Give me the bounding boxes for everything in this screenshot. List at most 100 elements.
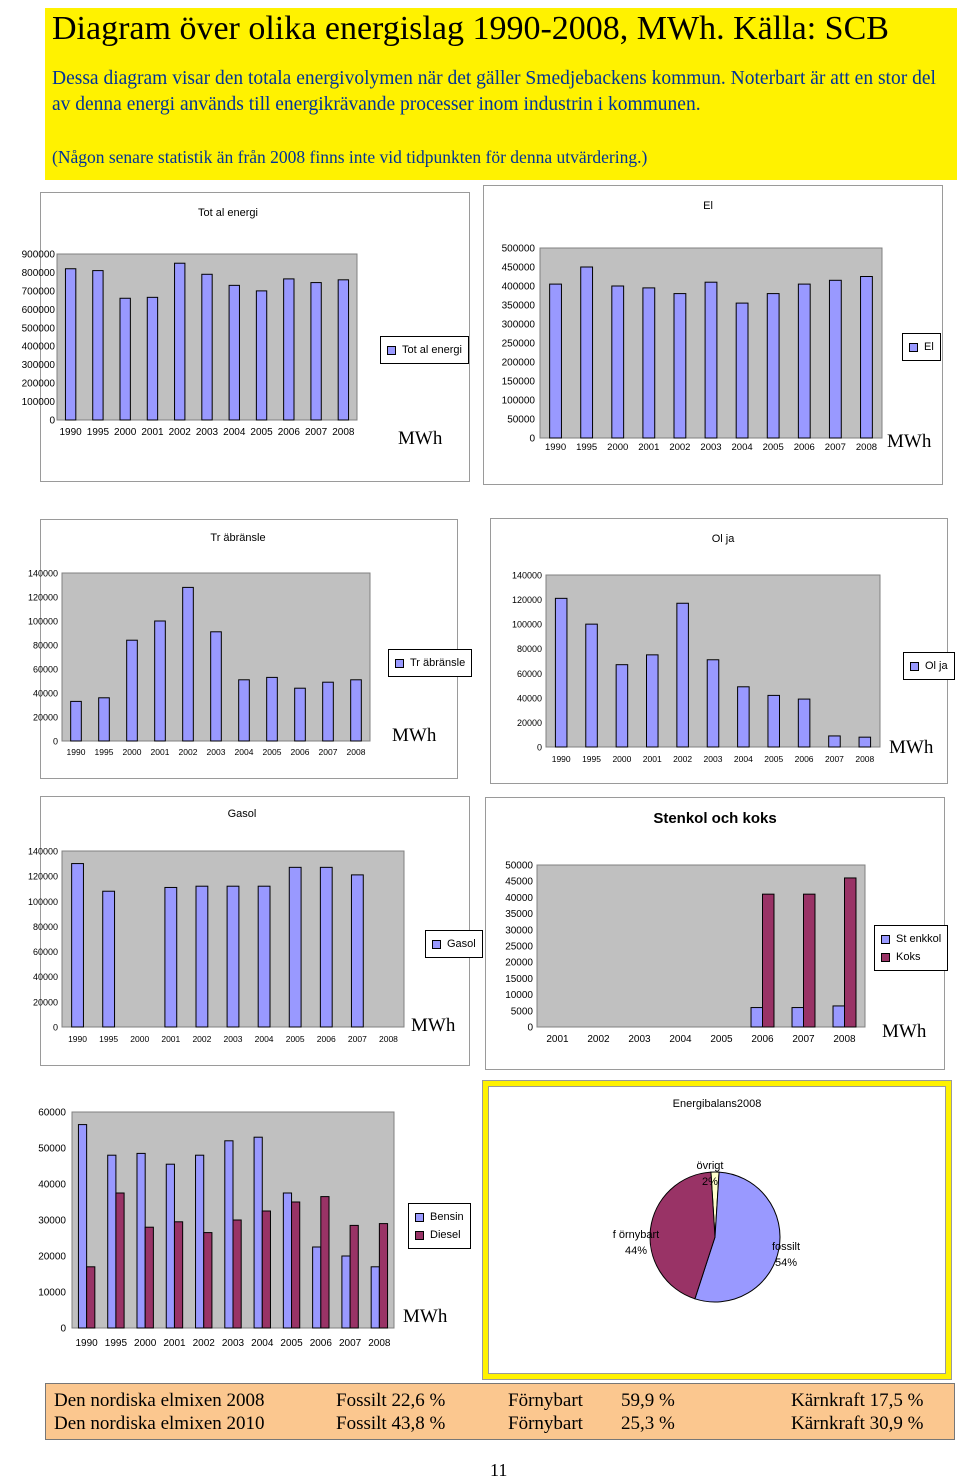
stenkol-bar-koks	[762, 893, 775, 1028]
footer-row2-fornybart-value: 25,3 %	[621, 1413, 675, 1434]
stenkol-bar-koks	[803, 893, 816, 1028]
bensin-ytick-label: 10000	[38, 1288, 66, 1299]
header-box: Diagram över olika energislag 1990-2008,…	[45, 8, 957, 180]
bensin-bar-diesel	[349, 1224, 359, 1329]
olja-legend-swatch	[910, 661, 919, 671]
pie-label-name: fossilt	[771, 1241, 801, 1253]
gasol-bar-gasol	[288, 866, 302, 1028]
bensin-bar-diesel	[203, 1232, 213, 1329]
total-legend-item: Tot al energi	[387, 341, 462, 359]
gasol-xtick-label: 2004	[255, 1034, 274, 1044]
olja-xtick-label: 2007	[825, 754, 844, 764]
tra-xtick-label: 1990	[67, 747, 86, 757]
stenkol-xtick-label: 2007	[792, 1034, 815, 1045]
tra-ytick-label: 60000	[33, 665, 58, 675]
total-ytick-label: 400000	[22, 342, 56, 353]
stenkol-ytick-label: 30000	[505, 925, 533, 936]
el-bar-el	[642, 287, 656, 439]
el-bar-el	[797, 283, 811, 439]
stenkol-ytick-label: 15000	[505, 974, 533, 985]
el-xtick-label: 2006	[794, 442, 815, 453]
bensin-xtick-label: 2000	[134, 1338, 157, 1349]
page-number: 11	[490, 1460, 508, 1480]
gasol-ytick-label: 140000	[28, 847, 58, 857]
bensin-xtick-label: 1990	[76, 1338, 99, 1349]
olja-xtick-label: 2003	[704, 754, 723, 764]
stenkol-xtick-label: 2005	[710, 1034, 733, 1045]
total-xtick-label: 2005	[250, 427, 273, 438]
el-legend: El	[902, 333, 941, 361]
tra-xtick-label: 2000	[123, 747, 142, 757]
olja-ytick-label: 40000	[517, 693, 542, 703]
olja-chart-title: Ol ja	[711, 533, 735, 545]
tra-xtick-label: 2002	[179, 747, 198, 757]
gasol-xtick-label: 2001	[161, 1034, 180, 1044]
footer-row2-karnkraft: Kärnkraft 30,9 %	[791, 1413, 924, 1434]
tra-xtick-label: 2007	[319, 747, 338, 757]
el-bar-el	[704, 281, 718, 439]
olja-legend-label: Ol ja	[925, 660, 948, 672]
gasol-legend-item: Gasol	[432, 935, 476, 953]
total-xtick-label: 2006	[278, 427, 301, 438]
olja-xtick-label: 2006	[795, 754, 814, 764]
tra-xtick-label: 2006	[291, 747, 310, 757]
gasol-legend: Gasol	[425, 930, 483, 958]
gasol-bar-gasol	[102, 890, 116, 1028]
el-ytick-label: 500000	[502, 244, 536, 255]
el-bar-el	[549, 283, 562, 439]
olja-xtick-label: 2000	[612, 754, 631, 764]
olja-ytick-label: 20000	[517, 718, 542, 728]
bensin-legend: Bensin Diesel	[408, 1203, 471, 1249]
gasol-ytick-label: 40000	[33, 972, 58, 982]
olja-bar-olja	[585, 623, 598, 748]
stenkol-ytick-label: 50000	[505, 861, 533, 872]
bensin-bar-diesel	[173, 1221, 184, 1329]
total-bar-totalenergi	[228, 284, 240, 421]
footer-row2-fornybart-label: Förnybart	[508, 1413, 583, 1434]
tra-bar-träbränsle	[322, 681, 334, 742]
pie-label: övrigt 2%	[680, 1160, 740, 1188]
bensin-legend-swatch	[415, 1230, 424, 1240]
footer-row1-label: Den nordiska elmixen 2008	[54, 1390, 265, 1411]
olja-bar-olja	[676, 602, 689, 748]
total-ytick-label: 300000	[22, 360, 56, 371]
olja-ytick-label: 140000	[512, 571, 542, 581]
bensin-legend-item: Diesel	[415, 1226, 464, 1244]
total-bar-totalenergi	[119, 297, 131, 421]
total-legend-swatch	[387, 345, 396, 355]
footer-row1-karnkraft: Kärnkraft 17,5 %	[791, 1390, 924, 1411]
gasol-bar-gasol	[71, 863, 84, 1028]
bensin-xtick-label: 2004	[251, 1338, 274, 1349]
stenkol-chart-title: Stenkol och koks	[653, 810, 777, 827]
stenkol-xtick-label: 2002	[587, 1034, 610, 1045]
stenkol-legend: St enkkol Koks	[874, 925, 949, 971]
el-bar-el	[673, 293, 687, 439]
el-ytick-label: 400000	[502, 282, 536, 293]
tra-xtick-label: 2008	[347, 747, 366, 757]
gasol-bar-gasol	[195, 885, 209, 1028]
bensin-ytick-label: 40000	[38, 1180, 66, 1191]
pie-slice-förnybart	[649, 1171, 716, 1300]
el-xtick-label: 1995	[576, 442, 597, 453]
el-bar-el	[766, 293, 780, 439]
bensin-bar-bensin	[77, 1124, 88, 1329]
tra-bar-träbränsle	[238, 679, 250, 742]
el-chart-title: El	[703, 200, 713, 212]
bensin-bar-diesel	[232, 1219, 242, 1329]
bensin-legend-label: Bensin	[430, 1211, 464, 1223]
el-xtick-label: 2000	[607, 442, 628, 453]
total-bar-totalenergi	[64, 268, 77, 421]
gasol-bar-gasol	[226, 885, 240, 1028]
tra-xtick-label: 1995	[95, 747, 114, 757]
bensin-xtick-label: 2001	[163, 1338, 186, 1349]
el-legend-item: El	[909, 338, 934, 356]
gasol-unit-label: MWh	[411, 1015, 456, 1036]
gasol-xtick-label: 2008	[379, 1034, 398, 1044]
olja-unit-label: MWh	[889, 737, 934, 758]
tra-ytick-label: 20000	[33, 713, 58, 723]
el-xtick-label: 2002	[669, 442, 690, 453]
total-legend: Tot al energi	[380, 336, 469, 364]
olja-bar-olja	[615, 664, 629, 748]
